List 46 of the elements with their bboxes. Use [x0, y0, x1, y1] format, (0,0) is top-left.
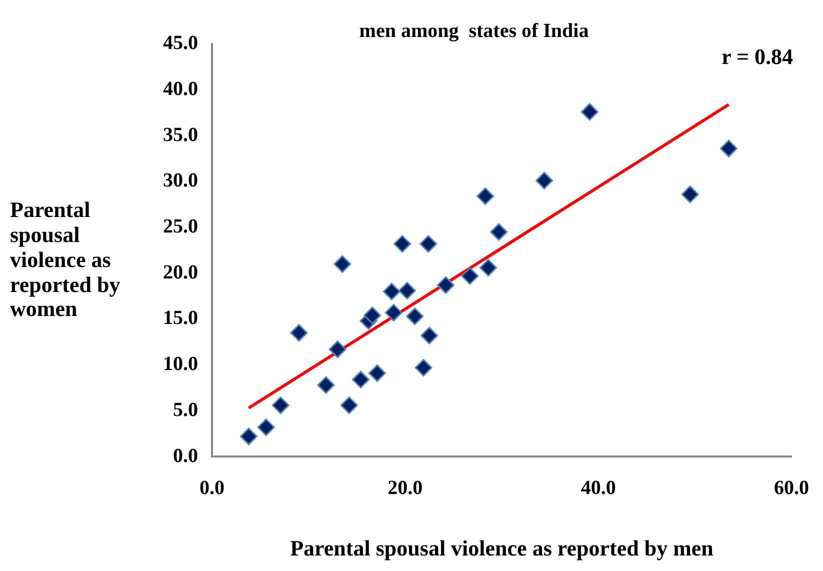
y-tick-label: 45.0	[163, 32, 198, 54]
point	[352, 370, 370, 388]
point	[420, 235, 438, 253]
point	[479, 258, 497, 276]
point	[257, 418, 275, 436]
point	[406, 308, 424, 326]
chart-title: men among states of India	[359, 20, 589, 42]
point	[272, 396, 290, 414]
y-tick-label: 30.0	[163, 170, 198, 192]
point	[240, 428, 258, 446]
point	[476, 187, 494, 205]
point	[398, 282, 416, 300]
point	[384, 304, 402, 322]
point	[317, 376, 335, 394]
y-tick-label: 5.0	[173, 398, 198, 421]
point	[535, 172, 553, 190]
annotation: r = 0.84	[722, 44, 793, 70]
point	[290, 324, 308, 342]
point	[364, 306, 382, 324]
y-axis-title: Parental spousal violence as reported by women	[10, 197, 122, 322]
point	[328, 340, 346, 358]
point	[420, 326, 438, 344]
y-tick-label: 15.0	[163, 307, 198, 330]
point	[681, 186, 699, 204]
point	[490, 223, 508, 241]
point	[368, 364, 386, 382]
point	[461, 267, 479, 285]
point	[414, 358, 432, 376]
y-tick-label: 25.0	[163, 216, 198, 238]
x-axis-title: Parental spousal violence as reported by men	[290, 535, 714, 560]
point	[436, 276, 454, 294]
point	[340, 396, 358, 414]
point	[382, 282, 400, 300]
y-tick-label: 40.0	[163, 78, 198, 100]
y-tick-label: 0.0	[173, 444, 198, 467]
y-tick-label: 10.0	[163, 353, 198, 376]
point	[334, 255, 352, 273]
x-tick-label: 60.0	[774, 476, 809, 499]
y-tick-label: 35.0	[163, 124, 198, 146]
point	[394, 235, 412, 253]
x-tick-label: 20.0	[388, 476, 423, 499]
x-tick-label: 40.0	[580, 476, 616, 499]
point	[720, 140, 738, 158]
y-tick-label: 20.0	[163, 261, 198, 284]
x-tick-label: 0.0	[200, 476, 224, 499]
point	[580, 103, 598, 121]
